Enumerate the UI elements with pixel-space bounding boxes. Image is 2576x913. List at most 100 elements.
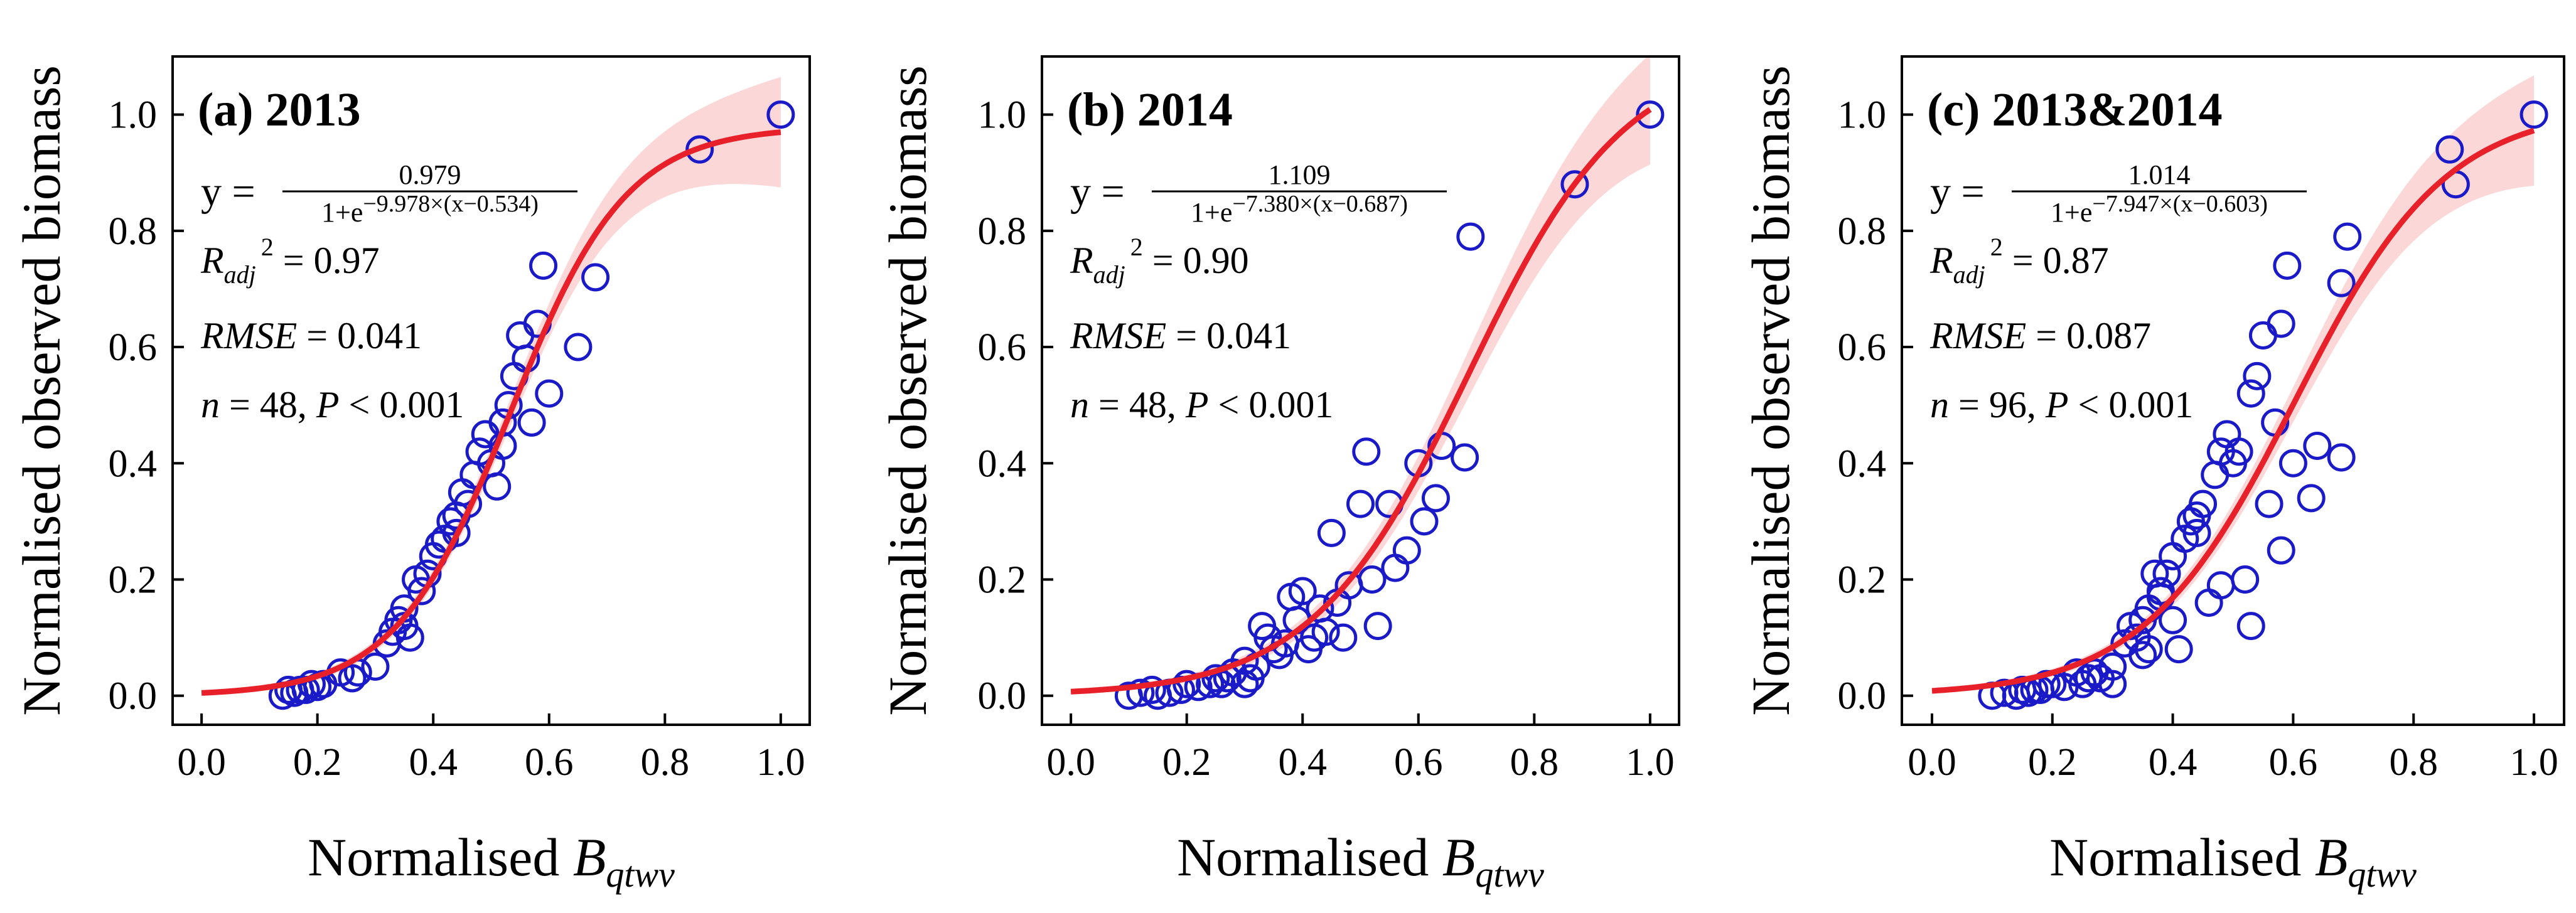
equation-lhs: y =	[1930, 169, 1985, 215]
data-point	[2152, 559, 2181, 588]
data-point	[1358, 565, 1387, 594]
x-tick-label: 0.6	[2269, 741, 2318, 784]
data-point	[2278, 449, 2307, 478]
data-point	[2327, 443, 2356, 472]
panel-label: (a) 2013	[198, 83, 361, 136]
data-point	[2159, 542, 2187, 570]
y-tick-label: 0.4	[978, 442, 1027, 485]
x-axis-title: Normalised Bqtwv	[2049, 827, 2417, 895]
data-point	[1173, 670, 1201, 698]
y-tick-label: 0.0	[978, 675, 1027, 718]
equation-numerator: 0.979	[399, 159, 461, 190]
rmse-stat: RMSE = 0.041	[1070, 315, 1291, 356]
data-point	[2231, 565, 2260, 594]
r2-stat: Radj2 = 0.97	[200, 233, 380, 289]
data-point	[2128, 641, 2157, 670]
data-point	[2327, 269, 2356, 297]
data-point	[1410, 507, 1439, 536]
equation-lhs: y =	[1070, 169, 1125, 215]
x-tick-label: 0.0	[1908, 741, 1956, 784]
fit-curve	[1931, 127, 2535, 694]
data-point	[1451, 443, 1479, 472]
data-point	[2297, 484, 2326, 513]
panel-label: (b) 2014	[1067, 83, 1233, 136]
y-tick-label: 0.8	[109, 210, 158, 253]
data-point	[1126, 678, 1155, 707]
x-tick-label: 1.0	[2509, 741, 2558, 784]
data-point	[442, 518, 471, 547]
rmse-stat: RMSE = 0.087	[1929, 315, 2151, 356]
equation-lhs: y =	[201, 169, 255, 215]
data-point	[407, 577, 436, 606]
data-point	[2182, 518, 2211, 547]
x-tick-label: 0.2	[293, 741, 342, 784]
panel-label: (c) 2013&2014	[1927, 83, 2223, 136]
y-tick-label: 1.0	[1838, 94, 1887, 137]
plot-frame	[1041, 55, 1680, 726]
data-point	[1456, 222, 1485, 251]
data-point	[535, 379, 564, 408]
equation-numerator: 1.109	[1269, 159, 1331, 190]
y-axis-title: Normalised observed biomass	[877, 65, 938, 716]
x-tick-label: 1.0	[756, 741, 805, 784]
r2-stat: Radj2 = 0.87	[1929, 233, 2109, 289]
data-point	[2224, 437, 2253, 466]
x-tick-label: 0.4	[1278, 741, 1327, 784]
y-tick-label: 1.0	[109, 94, 158, 137]
data-point	[2255, 489, 2284, 518]
chart-panel-3: 0.0 0.2 0.4 0.6 0.8 1.0 0.0 0.2 0.4 0.6 0.8 1.0 Norm…	[1741, 55, 2565, 895]
equation-numerator: 1.014	[2128, 159, 2191, 190]
x-tick-label: 0.0	[177, 741, 226, 784]
x-tick-label: 0.6	[1394, 741, 1443, 784]
equation-denominator: 1+e−7.380×(x−0.687)	[1191, 191, 1408, 228]
x-tick-label: 0.2	[1162, 741, 1211, 784]
data-point	[1352, 437, 1381, 466]
data-point	[2267, 536, 2295, 565]
data-point	[471, 420, 500, 449]
data-point	[1236, 664, 1265, 693]
n-p-stat: n = 96, P < 0.001	[1930, 384, 2193, 425]
n-p-stat: n = 48, P < 0.001	[1070, 384, 1333, 425]
data-point	[1636, 100, 1665, 129]
data-point	[766, 100, 795, 129]
data-point	[2213, 420, 2241, 449]
data-point	[2303, 431, 2332, 460]
data-point	[685, 135, 714, 164]
data-point	[2194, 589, 2223, 617]
x-axis-title: Normalised Bqtwv	[308, 827, 675, 895]
data-point	[1306, 594, 1334, 623]
data-point	[564, 333, 593, 361]
y-tick-label: 0.6	[1838, 326, 1887, 369]
y-tick-label: 1.0	[978, 94, 1027, 137]
data-point	[2236, 612, 2265, 641]
x-tick-label: 0.4	[409, 741, 458, 784]
y-tick-label: 0.4	[109, 442, 158, 485]
data-point	[1317, 518, 1346, 547]
data-point	[338, 664, 367, 693]
data-point	[2164, 635, 2193, 664]
data-point	[2435, 135, 2464, 164]
data-point	[2098, 670, 2127, 698]
data-point	[2267, 309, 2295, 338]
data-point	[1288, 577, 1317, 606]
data-point	[517, 408, 546, 437]
data-point	[2201, 461, 2230, 489]
y-tick-label: 0.0	[109, 675, 158, 718]
plot-frame	[1901, 55, 2565, 726]
rmse-stat: RMSE = 0.041	[200, 315, 422, 356]
chart-panel-2: 0.0 0.2 0.4 0.6 0.8 1.0 0.0 0.2 0.4 0.6 0.8 1.0 Norm…	[877, 54, 1680, 895]
data-point	[2159, 606, 2187, 634]
data-point	[2248, 321, 2277, 350]
y-tick-label: 0.6	[978, 326, 1027, 369]
data-point	[1381, 553, 1410, 582]
y-tick-label: 0.8	[978, 210, 1027, 253]
x-tick-label: 0.4	[2149, 741, 2198, 784]
data-point	[2333, 222, 2362, 251]
y-axis-title: Normalised observed biomass	[1741, 65, 1801, 716]
data-point	[529, 251, 558, 280]
y-tick-label: 0.4	[1838, 442, 1887, 485]
data-point	[1346, 489, 1375, 518]
chart-panel-1: 0.0 0.2 0.4 0.6 0.8 1.0 0.0 0.2 0.4 0.6 0.8 1.0 Norm…	[11, 55, 811, 895]
data-point	[2206, 571, 2235, 600]
x-tick-label: 0.2	[2028, 741, 2077, 784]
